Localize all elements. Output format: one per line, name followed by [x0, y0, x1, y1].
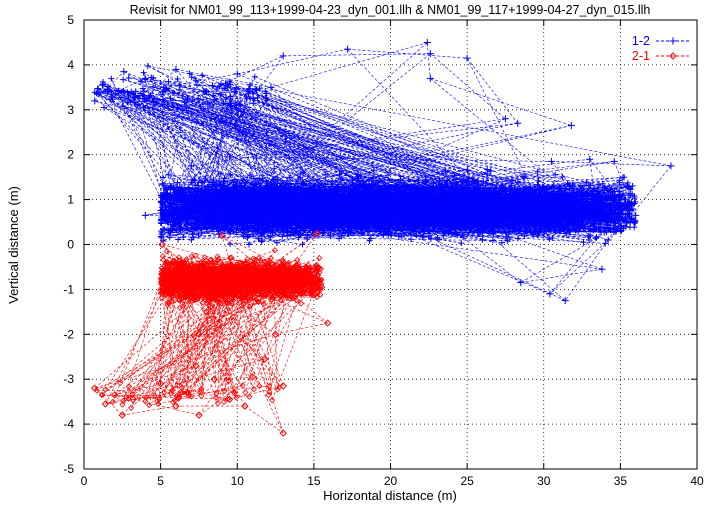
data-point-1-2 [160, 83, 168, 91]
data-point-2-1 [248, 373, 257, 381]
data-point-2-1 [192, 362, 200, 370]
legend: 1-22-1 [632, 34, 690, 63]
y-tick-label: 1 [67, 193, 74, 207]
data-point-1-2 [616, 225, 624, 233]
y-tick-label: -1 [63, 282, 74, 296]
data-point-2-1 [202, 308, 211, 316]
x-tick-label: 0 [81, 474, 88, 488]
series-1-2 [91, 38, 675, 305]
data-point-1-2 [203, 88, 211, 96]
grid [84, 20, 697, 469]
data-point-1-2 [624, 205, 632, 213]
series-2-1-cluster-markers [93, 247, 325, 411]
data-point-2-1 [129, 395, 137, 404]
data-point-1-2 [463, 54, 471, 62]
x-axis-title: Horizontal distance (m) [323, 488, 457, 503]
y-tick-label: 3 [67, 103, 74, 117]
data-point-1-2 [517, 279, 525, 287]
data-point-2-1 [279, 382, 287, 390]
data-point-2-1 [279, 429, 287, 437]
data-point-1-2 [187, 162, 195, 170]
data-point-2-1 [101, 400, 110, 408]
data-point-2-1 [158, 240, 166, 249]
y-tick-label: 4 [67, 58, 74, 72]
data-point-2-1 [118, 411, 127, 419]
y-tick-label: -2 [63, 327, 74, 341]
x-tick-label: 30 [537, 474, 551, 488]
data-point-1-2 [279, 52, 287, 60]
data-point-1-2 [667, 162, 675, 170]
data-point-2-1 [271, 330, 280, 339]
data-point-1-2 [166, 227, 174, 235]
data-point-1-2 [91, 97, 99, 105]
data-point-2-1 [218, 231, 226, 240]
y-tick-label: 5 [67, 13, 74, 27]
x-tick-label: 35 [614, 474, 628, 488]
plot-area [91, 38, 675, 437]
y-tick-label: 2 [67, 148, 74, 162]
data-point-2-1 [210, 375, 218, 383]
data-point-1-2 [98, 81, 106, 89]
data-point-1-2 [546, 290, 554, 298]
data-point-1-2 [172, 65, 180, 73]
legend-label-2-1: 2-1 [632, 49, 650, 63]
data-point-2-1 [110, 391, 119, 399]
data-point-2-1 [172, 402, 180, 410]
data-point-1-2 [134, 101, 142, 109]
series-2-1 [91, 229, 332, 437]
x-tick-label: 20 [384, 474, 398, 488]
data-point-1-2 [226, 153, 234, 161]
data-point-1-2 [547, 157, 555, 165]
y-tick-label: -3 [63, 372, 74, 386]
legend-marker-1-2 [669, 37, 677, 45]
x-tick-label: 15 [307, 474, 321, 488]
data-point-2-1 [241, 402, 249, 410]
data-point-1-2 [426, 74, 434, 82]
data-point-2-1 [156, 379, 165, 388]
data-point-1-2 [344, 45, 352, 53]
series-1-2-cluster-markers [91, 63, 639, 248]
data-point-1-2 [120, 68, 128, 76]
data-point-1-2 [586, 155, 594, 163]
data-point-1-2 [108, 90, 116, 98]
data-point-2-1 [225, 395, 234, 404]
data-point-1-2 [598, 265, 606, 273]
data-point-1-2 [501, 115, 509, 123]
y-axis-title: Vertical distance (m) [6, 186, 21, 304]
data-point-1-2 [233, 70, 241, 78]
data-point-1-2 [610, 157, 618, 165]
data-point-2-1 [313, 229, 321, 237]
data-point-1-2 [561, 297, 569, 305]
chart-title: Revisit for NM01_99_113+1999-04-23_dyn_0… [130, 3, 651, 17]
data-point-1-2 [514, 119, 522, 127]
x-tick-label: 40 [690, 474, 704, 488]
data-point-1-2 [632, 211, 640, 219]
legend-label-1-2: 1-2 [632, 34, 650, 48]
x-tick-label: 25 [460, 474, 474, 488]
y-tick-label: 0 [67, 238, 74, 252]
data-point-1-2 [267, 83, 275, 91]
data-point-1-2 [141, 211, 149, 219]
data-point-1-2 [426, 50, 434, 58]
legend-marker-2-1 [669, 52, 677, 60]
data-point-2-1 [91, 384, 99, 392]
data-point-2-1 [195, 411, 203, 419]
x-tick-label: 5 [157, 474, 164, 488]
data-point-1-2 [423, 38, 431, 46]
data-point-2-1 [261, 355, 269, 363]
data-point-1-2 [141, 74, 149, 82]
data-point-2-1 [323, 319, 332, 327]
y-tick-label: -4 [63, 417, 74, 431]
data-point-1-2 [604, 236, 612, 244]
data-point-1-2 [567, 122, 575, 130]
data-point-2-1 [317, 283, 326, 291]
y-tick-label: -5 [63, 462, 74, 476]
axes: 0 5 10 15 20 25 30 35 40 -5 -4 -3 -2 -1 0 1 2 3 4 5 [63, 13, 704, 488]
x-tick-label: 10 [231, 474, 245, 488]
data-point-2-1 [195, 330, 203, 339]
